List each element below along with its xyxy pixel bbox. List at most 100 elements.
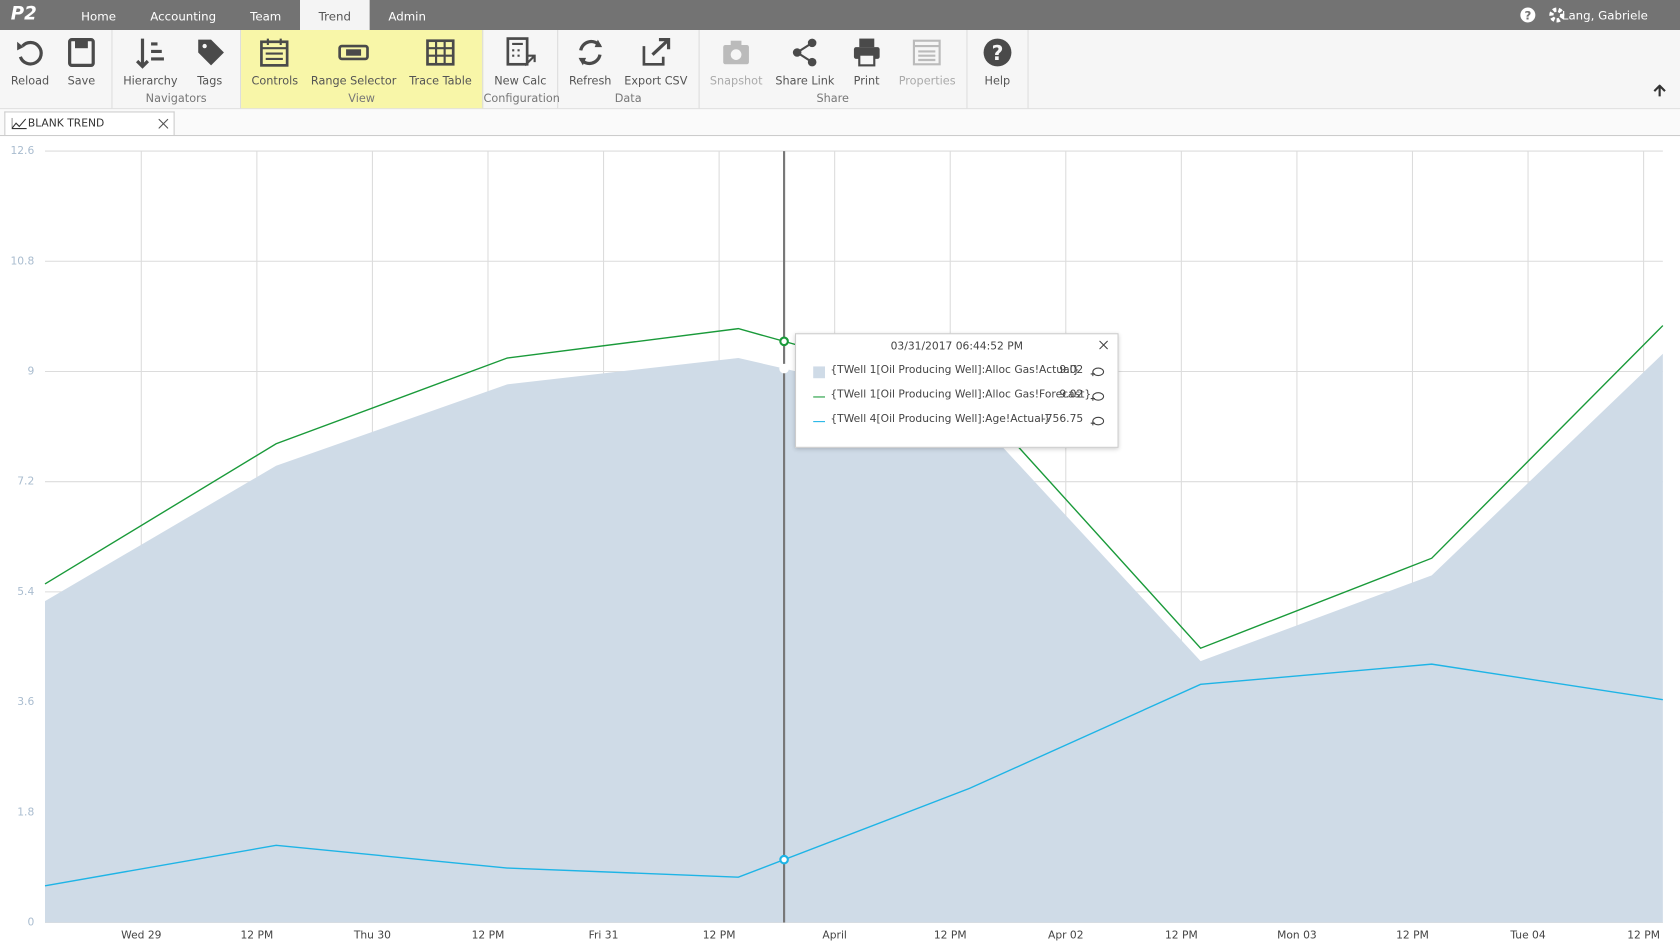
legend-name: {TWell 1[Oil Producing Well]:Alloc Gas!F… xyxy=(830,388,1092,401)
ribbon: Reload Save Hierarchy Tags Navigators Control… xyxy=(0,30,1680,110)
tooltip-row: {TWell 1[Oil Producing Well]:Alloc Gas!A… xyxy=(813,364,1109,379)
tooltip-row: {TWell 1[Oil Producing Well]:Alloc Gas!F… xyxy=(813,389,1109,404)
button-label: Snapshot xyxy=(709,75,763,88)
ribbon-button[interactable]: ? Help xyxy=(972,30,1023,108)
x-tick-label: April xyxy=(822,928,846,941)
button-icon xyxy=(642,38,671,66)
ribbon-button: Properties xyxy=(892,30,962,108)
x-tick-label: Tue 04 xyxy=(1509,928,1545,941)
button-icon xyxy=(260,38,290,67)
button-icon xyxy=(578,39,602,66)
nav-item[interactable]: Accounting xyxy=(150,9,217,24)
group-label: Navigators xyxy=(145,92,207,106)
cursor-tooltip: 03/31/2017 06:44:52 PM {TWell 1[Oil Prod… xyxy=(795,333,1119,448)
button-label: Share Link xyxy=(775,75,835,88)
ribbon-button: Snapshot xyxy=(703,30,768,108)
button-icon xyxy=(17,40,43,66)
ribbon-group: Hierarchy Tags Navigators xyxy=(113,30,241,109)
ribbon-button[interactable]: Share Link xyxy=(769,30,841,108)
x-tick-label: 12 PM xyxy=(241,928,274,941)
x-tick-label: 12 PM xyxy=(934,928,967,941)
ribbon-group: Reload Save xyxy=(0,30,113,109)
ribbon-button[interactable]: Print xyxy=(841,30,892,108)
ribbon-button[interactable]: Export CSV xyxy=(618,30,694,108)
top-icons[interactable]: ? xyxy=(1519,6,1573,25)
button-label: Range Selector xyxy=(310,75,397,88)
cursor-value: 9.02 xyxy=(1059,388,1084,401)
ribbon-button[interactable]: Save xyxy=(56,30,107,108)
x-tick-label: Fri 31 xyxy=(589,928,619,941)
cursor-marker xyxy=(779,363,789,374)
cursor-marker xyxy=(779,336,789,347)
x-tick-label: 12 PM xyxy=(472,928,505,941)
button-label: Refresh xyxy=(568,75,612,88)
y-tick-label: 0 xyxy=(27,916,34,929)
ribbon-group: Refresh Export CSV Data xyxy=(558,30,700,109)
y-tick-label: 12.6 xyxy=(10,144,34,157)
trend-tab[interactable]: BLANK TREND xyxy=(4,111,175,136)
group-label: Share xyxy=(816,92,849,106)
button-label: Export CSV xyxy=(624,75,688,88)
series-line xyxy=(44,663,1663,887)
series-area xyxy=(45,353,1663,923)
nav-item[interactable]: Admin xyxy=(388,9,426,24)
x-tick-label: Wed 29 xyxy=(121,928,162,941)
button-label: Properties xyxy=(898,75,956,88)
trend-icon xyxy=(11,117,27,130)
ribbon-button[interactable]: Trace Table xyxy=(403,30,478,108)
legend-name: {TWell 1[Oil Producing Well]:Alloc Gas!A… xyxy=(830,364,1080,377)
collapse-ribbon[interactable] xyxy=(1652,84,1667,98)
nav-item[interactable]: Home xyxy=(81,9,116,24)
nav-item[interactable]: Trend xyxy=(300,0,370,31)
ribbon-button[interactable]: Controls xyxy=(245,30,304,108)
svg-text:?: ? xyxy=(1524,8,1531,22)
trend-chart: 0 1.8 3.6 5.4 7.2 9 10.8 12.6 Wed 29 12 PM Thu 30 1… xyxy=(10,144,1664,941)
button-label: Help xyxy=(984,75,1011,88)
legend-name: {TWell 4[Oil Producing Well]:Age!Actual} xyxy=(830,413,1051,426)
nav-item[interactable]: Team xyxy=(250,9,282,24)
y-tick-label: 9 xyxy=(27,364,34,377)
button-icon xyxy=(426,39,455,66)
button-label: Hierarchy xyxy=(123,75,178,88)
svg-text:?: ? xyxy=(991,41,1003,65)
top-bar: P2 Lang, Gabriele ? Home Accounting Team Tr… xyxy=(0,0,1680,31)
button-icon xyxy=(793,38,817,67)
close-tab[interactable] xyxy=(158,118,169,129)
y-tick-label: 10.8 xyxy=(10,254,34,267)
user-name[interactable]: Lang, Gabriele xyxy=(1561,8,1648,23)
comment-icon[interactable] xyxy=(1090,365,1105,378)
close-tooltip[interactable] xyxy=(1099,340,1108,350)
group-label: Configuration xyxy=(483,92,560,106)
x-tick-label: Apr 02 xyxy=(1048,928,1084,941)
ribbon-button[interactable]: Hierarchy xyxy=(117,30,184,108)
legend-swatch xyxy=(813,396,826,398)
button-label: Print xyxy=(853,75,880,88)
ribbon-group: ? Help xyxy=(967,30,1029,109)
legend-swatch xyxy=(813,421,826,423)
x-tick-label: 12 PM xyxy=(1396,928,1429,941)
legend-swatch xyxy=(813,366,826,379)
tooltip-row: {TWell 4[Oil Producing Well]:Age!Actual}… xyxy=(813,414,1109,429)
button-label: Reload xyxy=(10,75,50,88)
button-icon xyxy=(506,37,536,67)
comment-icon[interactable] xyxy=(1090,390,1105,403)
logo: P2 xyxy=(10,3,37,25)
cursor-value: 9.02 xyxy=(1059,364,1084,377)
ribbon-button[interactable]: Tags xyxy=(184,30,235,108)
cursor-marker xyxy=(779,854,789,865)
ribbon-button[interactable]: Reload xyxy=(4,30,55,108)
ribbon-button[interactable]: Range Selector xyxy=(305,30,403,108)
button-label: Trace Table xyxy=(409,75,472,88)
ribbon-button[interactable]: Refresh xyxy=(563,30,618,108)
ribbon-group: Snapshot Share Link Print Properties Share xyxy=(699,30,968,109)
y-tick-label: 1.8 xyxy=(17,805,34,818)
button-icon xyxy=(68,38,95,67)
comment-icon[interactable] xyxy=(1090,415,1105,428)
ribbon-group: Controls Range Selector Trace Table View xyxy=(240,30,484,109)
x-tick-label: Thu 30 xyxy=(353,928,391,941)
button-label: Controls xyxy=(251,75,299,88)
ribbon-button[interactable]: New Calc xyxy=(488,30,553,108)
button-label: Save xyxy=(67,75,96,88)
button-icon: ? xyxy=(983,38,1012,67)
x-tick-label: 12 PM xyxy=(1627,928,1660,941)
